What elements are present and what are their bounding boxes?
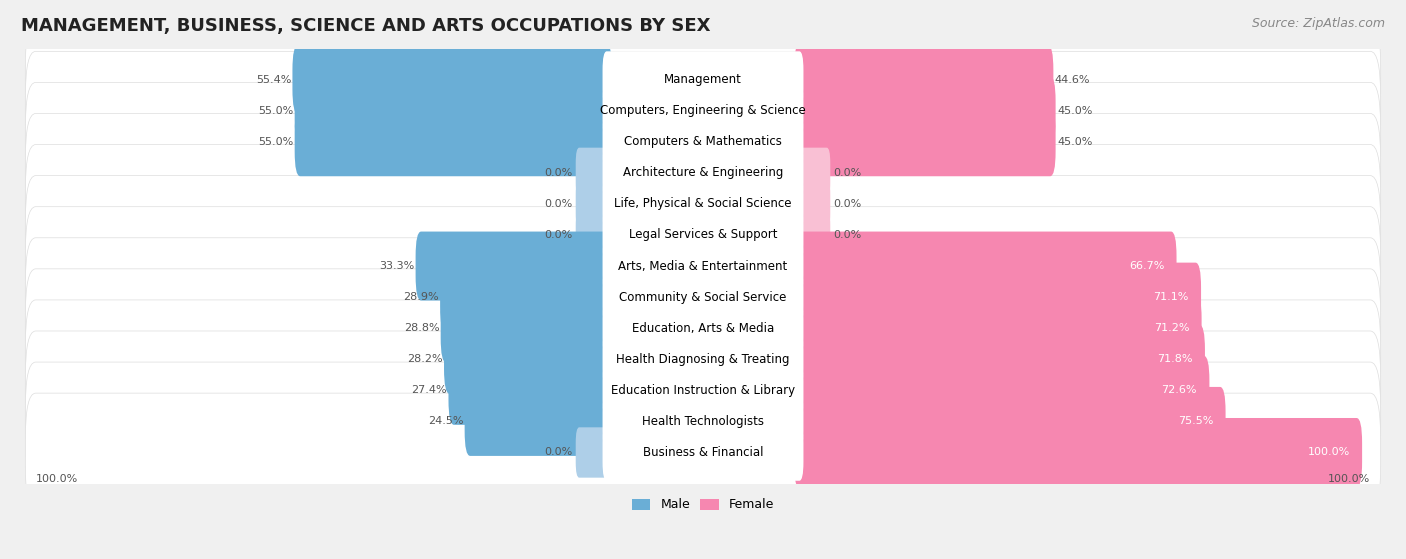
FancyBboxPatch shape <box>25 207 1381 325</box>
Text: 75.5%: 75.5% <box>1178 416 1213 427</box>
FancyBboxPatch shape <box>603 82 803 139</box>
FancyBboxPatch shape <box>440 263 612 331</box>
Text: 55.0%: 55.0% <box>259 106 294 116</box>
FancyBboxPatch shape <box>796 148 831 198</box>
FancyBboxPatch shape <box>25 300 1381 419</box>
Text: 100.0%: 100.0% <box>35 474 77 484</box>
FancyBboxPatch shape <box>603 393 803 449</box>
Text: 0.0%: 0.0% <box>834 199 862 209</box>
Text: 71.1%: 71.1% <box>1153 292 1188 302</box>
FancyBboxPatch shape <box>575 210 610 260</box>
FancyBboxPatch shape <box>575 427 610 477</box>
Text: 28.2%: 28.2% <box>406 354 443 364</box>
FancyBboxPatch shape <box>603 424 803 481</box>
FancyBboxPatch shape <box>794 231 1177 301</box>
FancyBboxPatch shape <box>25 145 1381 263</box>
FancyBboxPatch shape <box>794 293 1202 363</box>
Text: Computers & Mathematics: Computers & Mathematics <box>624 135 782 148</box>
FancyBboxPatch shape <box>25 20 1381 139</box>
Text: 24.5%: 24.5% <box>427 416 463 427</box>
FancyBboxPatch shape <box>440 293 612 363</box>
Text: Life, Physical & Social Science: Life, Physical & Social Science <box>614 197 792 210</box>
FancyBboxPatch shape <box>464 387 612 456</box>
FancyBboxPatch shape <box>292 45 612 114</box>
Text: Business & Financial: Business & Financial <box>643 446 763 459</box>
FancyBboxPatch shape <box>295 76 612 145</box>
FancyBboxPatch shape <box>449 356 612 425</box>
FancyBboxPatch shape <box>25 51 1381 170</box>
Text: 100.0%: 100.0% <box>1308 448 1350 457</box>
FancyBboxPatch shape <box>603 145 803 201</box>
Text: 71.2%: 71.2% <box>1154 323 1189 333</box>
FancyBboxPatch shape <box>794 325 1205 394</box>
FancyBboxPatch shape <box>794 387 1226 456</box>
FancyBboxPatch shape <box>25 113 1381 232</box>
Text: 0.0%: 0.0% <box>544 168 572 178</box>
FancyBboxPatch shape <box>603 176 803 232</box>
Text: 0.0%: 0.0% <box>834 230 862 240</box>
FancyBboxPatch shape <box>794 263 1201 331</box>
Text: Source: ZipAtlas.com: Source: ZipAtlas.com <box>1251 17 1385 30</box>
Text: Health Technologists: Health Technologists <box>643 415 763 428</box>
Text: 0.0%: 0.0% <box>544 230 572 240</box>
Text: 66.7%: 66.7% <box>1129 261 1164 271</box>
Text: 100.0%: 100.0% <box>1329 474 1371 484</box>
Text: Legal Services & Support: Legal Services & Support <box>628 229 778 241</box>
FancyBboxPatch shape <box>794 107 1056 176</box>
FancyBboxPatch shape <box>794 45 1053 114</box>
Text: 0.0%: 0.0% <box>834 168 862 178</box>
Text: Computers, Engineering & Science: Computers, Engineering & Science <box>600 104 806 117</box>
FancyBboxPatch shape <box>603 207 803 263</box>
FancyBboxPatch shape <box>295 107 612 176</box>
Text: 27.4%: 27.4% <box>412 385 447 395</box>
FancyBboxPatch shape <box>25 82 1381 201</box>
FancyBboxPatch shape <box>794 356 1209 425</box>
Text: Management: Management <box>664 73 742 86</box>
FancyBboxPatch shape <box>575 148 610 198</box>
FancyBboxPatch shape <box>794 418 1362 487</box>
Text: Community & Social Service: Community & Social Service <box>619 291 787 304</box>
Text: 71.8%: 71.8% <box>1157 354 1192 364</box>
FancyBboxPatch shape <box>796 179 831 229</box>
FancyBboxPatch shape <box>25 176 1381 295</box>
Text: Health Diagnosing & Treating: Health Diagnosing & Treating <box>616 353 790 366</box>
FancyBboxPatch shape <box>25 331 1381 449</box>
Text: 45.0%: 45.0% <box>1057 106 1092 116</box>
FancyBboxPatch shape <box>575 179 610 229</box>
Text: Architecture & Engineering: Architecture & Engineering <box>623 167 783 179</box>
Text: 44.6%: 44.6% <box>1054 74 1090 84</box>
FancyBboxPatch shape <box>794 76 1056 145</box>
FancyBboxPatch shape <box>603 362 803 419</box>
FancyBboxPatch shape <box>25 238 1381 357</box>
Legend: Male, Female: Male, Female <box>627 494 779 517</box>
Text: 72.6%: 72.6% <box>1161 385 1197 395</box>
Text: Arts, Media & Entertainment: Arts, Media & Entertainment <box>619 259 787 273</box>
FancyBboxPatch shape <box>25 393 1381 512</box>
Text: 28.8%: 28.8% <box>404 323 439 333</box>
FancyBboxPatch shape <box>444 325 612 394</box>
FancyBboxPatch shape <box>25 269 1381 387</box>
Text: Education, Arts & Media: Education, Arts & Media <box>631 321 775 335</box>
Text: MANAGEMENT, BUSINESS, SCIENCE AND ARTS OCCUPATIONS BY SEX: MANAGEMENT, BUSINESS, SCIENCE AND ARTS O… <box>21 17 710 35</box>
Text: 33.3%: 33.3% <box>380 261 415 271</box>
FancyBboxPatch shape <box>416 231 612 301</box>
FancyBboxPatch shape <box>796 210 831 260</box>
FancyBboxPatch shape <box>603 51 803 108</box>
Text: 0.0%: 0.0% <box>544 199 572 209</box>
FancyBboxPatch shape <box>25 362 1381 481</box>
Text: 0.0%: 0.0% <box>544 448 572 457</box>
FancyBboxPatch shape <box>603 113 803 170</box>
FancyBboxPatch shape <box>603 300 803 357</box>
Text: 45.0%: 45.0% <box>1057 137 1092 147</box>
Text: 28.9%: 28.9% <box>404 292 439 302</box>
Text: 55.4%: 55.4% <box>256 74 291 84</box>
Text: Education Instruction & Library: Education Instruction & Library <box>612 384 794 397</box>
FancyBboxPatch shape <box>603 269 803 325</box>
Text: 55.0%: 55.0% <box>259 137 294 147</box>
FancyBboxPatch shape <box>603 238 803 295</box>
FancyBboxPatch shape <box>603 331 803 387</box>
